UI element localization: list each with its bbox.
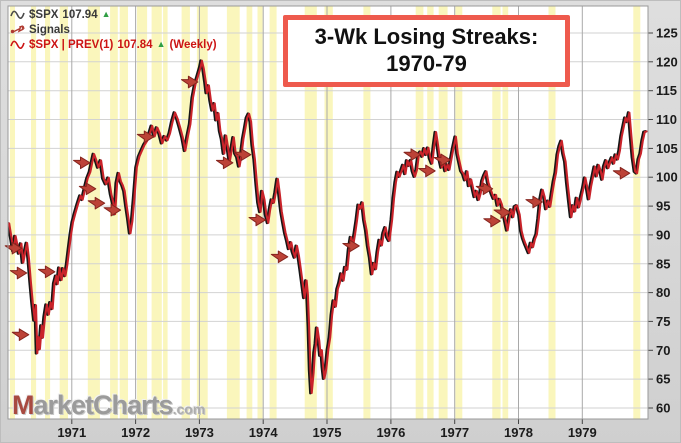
losing-streak-band [427,6,434,419]
legend-row-spx: $SPX 107.94 ▲ [10,7,217,22]
chart-legend: $SPX 107.94 ▲ Signals $SPX | PREV(1) 107… [10,7,217,52]
annotation-title-line2: 1970-79 [386,51,467,76]
y-tick-label: 60 [656,400,670,415]
signal-arrow-icon [87,196,106,210]
losing-streak-band [151,6,162,419]
watermark-first-letter: M [12,390,34,420]
legend-row-prev: $SPX | PREV(1) 107.84 ▲ (Weekly) [10,37,217,52]
x-tick-label: 1976 [376,425,405,440]
spx-price-line [8,59,647,395]
signal-arrow-icon [612,166,631,180]
signal-arrow-icon [433,153,451,167]
marketcharts-watermark: MarketCharts.com [12,390,205,421]
y-tick-label: 105 [656,141,678,156]
losing-streak-band [87,6,100,419]
signal-arrow-icon [483,214,501,228]
y-tick-label: 70 [656,343,670,358]
legend-spx-value: 107.94 [62,8,98,21]
losing-streak-band [45,6,51,419]
legend-prev-label: $SPX | PREV(1) [29,38,114,51]
losing-streak-band [136,6,148,419]
x-tick-label: 1974 [249,425,279,440]
y-tick-label: 115 [656,83,677,98]
losing-streak-band [548,6,556,419]
losing-streak-band [269,6,277,419]
series-group [8,59,648,395]
x-tick-label: 1978 [504,425,533,440]
signal-arrow-icon [73,156,91,170]
losing-streak-band [59,6,68,419]
signal-arrow-icon [78,182,97,196]
legend-signals-label: Signals [29,23,70,36]
up-triangle-icon: ▲ [101,8,111,19]
signal-arrow-icon [403,148,421,161]
losing-streak-band [415,6,424,419]
losing-streak-band [246,6,253,419]
plot-border [7,5,649,420]
losing-streak-band [196,6,208,419]
x-tick-label: 1971 [57,425,86,440]
losing-streak-band [455,6,463,419]
signal-arrow-icon [11,328,30,341]
line-series-icon-red [10,40,25,49]
y-tick-label: 120 [656,54,678,69]
losing-streak-band [633,6,641,419]
signal-arrow-icon [248,213,266,227]
line-series-icon [10,10,25,19]
losing-streak-band [9,6,15,419]
losing-streak-band [492,6,501,419]
up-triangle-icon: ▲ [156,38,166,49]
losing-streak-band [181,6,190,419]
losing-streak-band [163,6,168,419]
losing-streak-band [31,6,37,419]
legend-prev-value: 107.84 [117,38,153,51]
signal-arrow-icon [475,182,494,196]
watermark-suffix: .com [172,401,206,417]
y-tick-label: 95 [656,199,670,214]
signal-arrow-icon [525,195,543,209]
spx-prev1-line [8,59,648,395]
losing-streak-band [324,6,333,419]
legend-spx-label: $SPX [29,8,59,21]
x-tick-label: 1972 [121,425,150,440]
x-tick-label: 1977 [440,425,469,440]
y-tick-label: 110 [656,112,677,127]
legend-prev-suffix: (Weekly) [169,38,217,51]
losing-streak-band [363,6,371,419]
signal-arrow-icon [342,239,360,253]
signal-arrow-icon [233,148,252,161]
signal-arrow-icon [180,75,199,89]
signal-arrow-icon [37,265,56,279]
annotation-title-line1: 3-Wk Losing Streaks: [314,24,539,49]
losing-streak-band [226,6,240,419]
signal-arrow-icon [270,250,289,264]
x-tick-label: 1973 [185,425,214,440]
signal-arrow-icon [493,206,511,219]
signal-arrow-icon [4,241,23,255]
y-tick-label: 100 [656,170,678,185]
y-tick-label: 75 [656,314,670,329]
signal-arrow-icon [418,164,436,178]
annotation-title-box: 3-Wk Losing Streaks: 1970-79 [283,15,570,87]
legend-row-signals: Signals [10,22,217,37]
watermark-text: arketCharts [33,390,174,420]
x-tick-label: 1979 [568,425,597,440]
losing-streak-band [119,6,128,419]
y-tick-label: 90 [656,227,670,242]
x-tick-label: 1975 [313,425,342,440]
y-tick-label: 125 [656,26,678,41]
y-tick-label: 65 [656,372,670,387]
signal-arrow-icon [9,266,28,280]
signal-arrow-icon [103,203,122,217]
y-tick-label: 80 [656,285,670,300]
signal-arrow-icon [215,156,234,170]
signals-icon [10,25,25,34]
signal-arrow-icon [136,130,155,144]
losing-streak-band [438,6,448,419]
y-tick-label: 85 [656,256,670,271]
